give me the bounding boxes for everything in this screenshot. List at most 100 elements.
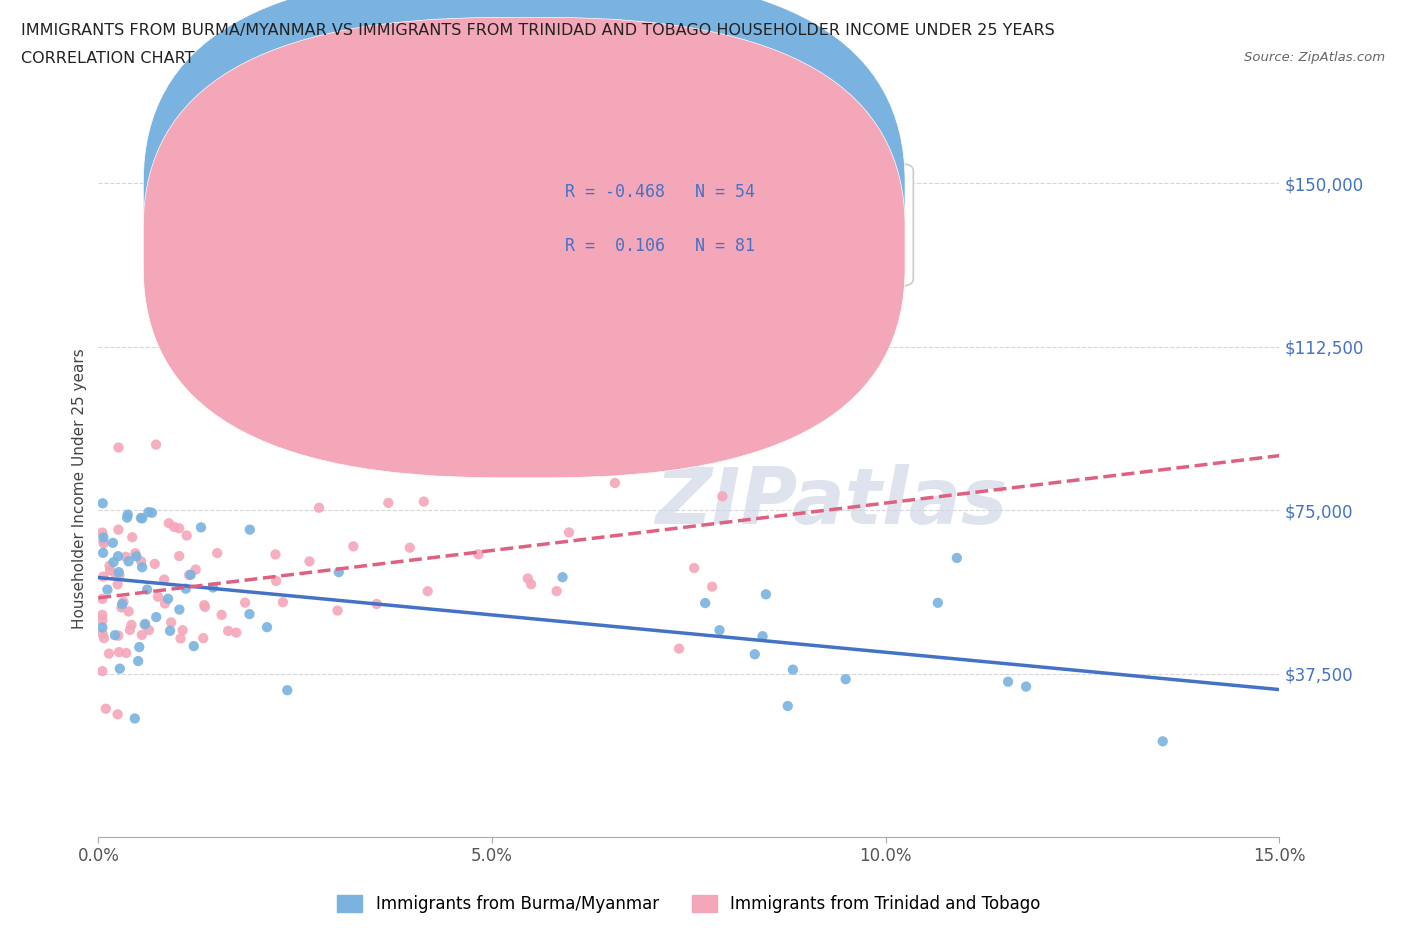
Point — [683, 561, 706, 576]
Point — [744, 646, 766, 661]
Y-axis label: Householder Income Under 25 years: Householder Income Under 25 years — [72, 348, 87, 629]
Point — [551, 570, 574, 585]
Point — [782, 662, 804, 677]
Point — [107, 549, 129, 564]
Point — [112, 594, 135, 609]
Point — [176, 528, 198, 543]
Point — [91, 613, 114, 628]
Point — [121, 530, 143, 545]
Point — [668, 641, 690, 656]
Point — [125, 549, 148, 564]
Point — [467, 547, 489, 562]
Point — [145, 437, 167, 452]
Point — [136, 582, 159, 597]
Point — [108, 644, 131, 659]
Point — [180, 567, 202, 582]
Point — [93, 534, 115, 549]
Point — [107, 629, 129, 644]
Point — [107, 440, 129, 455]
Point — [416, 584, 439, 599]
Point — [709, 623, 731, 638]
Point — [91, 496, 114, 511]
Point — [264, 574, 287, 589]
Point — [141, 505, 163, 520]
Point — [163, 520, 186, 535]
Point — [997, 674, 1019, 689]
Point — [101, 536, 124, 551]
Text: IMMIGRANTS FROM BURMA/MYANMAR VS IMMIGRANTS FROM TRINIDAD AND TOBAGO HOUSEHOLDER: IMMIGRANTS FROM BURMA/MYANMAR VS IMMIGRA… — [21, 23, 1054, 38]
Point — [131, 628, 153, 643]
Point — [217, 623, 239, 638]
Point — [146, 590, 169, 604]
Point — [94, 701, 117, 716]
Point — [256, 619, 278, 634]
Point — [157, 591, 180, 606]
Point — [107, 707, 129, 722]
Point — [128, 640, 150, 655]
Point — [159, 623, 181, 638]
Point — [107, 523, 129, 538]
Point — [271, 595, 294, 610]
Point — [91, 620, 114, 635]
Point — [98, 563, 121, 578]
Point — [91, 664, 114, 679]
Point — [238, 606, 260, 621]
Point — [239, 523, 262, 538]
Point — [516, 571, 538, 586]
Point — [104, 628, 127, 643]
Point — [157, 516, 180, 531]
Point — [834, 671, 856, 686]
Point — [276, 683, 298, 698]
Point — [520, 577, 543, 591]
Point — [298, 554, 321, 569]
Text: ZIPatlas: ZIPatlas — [655, 464, 1007, 540]
Point — [603, 475, 626, 490]
Point — [711, 489, 734, 504]
Point — [153, 596, 176, 611]
Point — [115, 645, 138, 660]
Point — [169, 602, 191, 617]
Point — [124, 546, 146, 561]
Point — [93, 536, 115, 551]
Point — [110, 600, 132, 615]
Point — [138, 505, 160, 520]
Point — [184, 562, 207, 577]
Point — [93, 631, 115, 645]
Point — [695, 595, 717, 610]
Point — [179, 567, 201, 582]
Point — [194, 600, 217, 615]
Point — [104, 566, 127, 581]
Point — [1015, 679, 1038, 694]
Point — [751, 629, 773, 644]
Point — [97, 646, 120, 661]
Point — [193, 631, 215, 645]
Point — [117, 554, 139, 569]
Point — [264, 547, 287, 562]
Point — [107, 577, 129, 591]
Point — [326, 604, 349, 618]
Point — [398, 540, 420, 555]
Text: R =  0.106   N = 81: R = 0.106 N = 81 — [565, 236, 755, 255]
Point — [118, 622, 141, 637]
Point — [98, 558, 121, 573]
Point — [134, 617, 156, 631]
Text: Source: ZipAtlas.com: Source: ZipAtlas.com — [1244, 51, 1385, 64]
Point — [172, 623, 194, 638]
FancyBboxPatch shape — [464, 164, 914, 286]
Point — [342, 538, 364, 553]
Point — [127, 654, 149, 669]
Point — [153, 572, 176, 587]
FancyBboxPatch shape — [143, 18, 905, 478]
Point — [702, 579, 724, 594]
Point — [205, 546, 228, 561]
Point — [107, 565, 129, 579]
Point — [412, 494, 434, 509]
Point — [225, 625, 247, 640]
FancyBboxPatch shape — [143, 0, 905, 432]
Point — [927, 595, 949, 610]
Point — [160, 615, 183, 630]
Point — [129, 511, 152, 525]
Point — [377, 496, 399, 511]
Point — [114, 550, 136, 565]
Point — [328, 565, 350, 579]
